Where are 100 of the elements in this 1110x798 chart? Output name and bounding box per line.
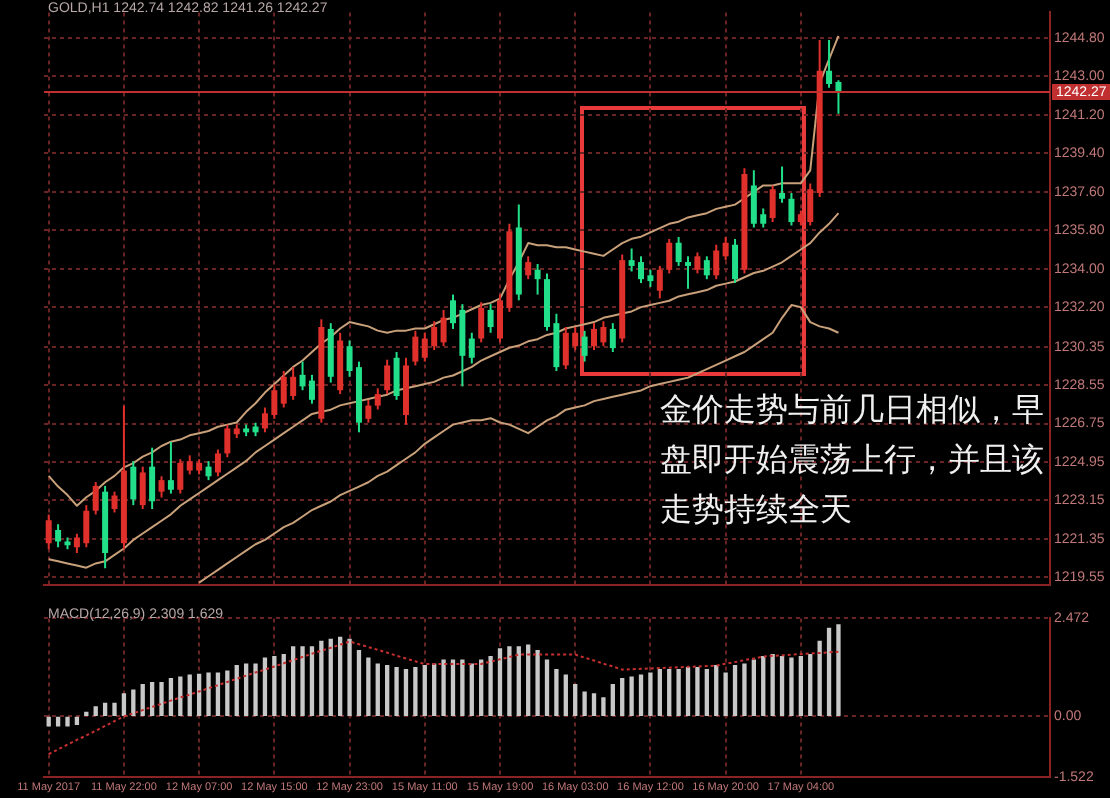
candlestick <box>440 308 447 348</box>
candlestick <box>92 481 99 516</box>
bar <box>328 638 333 717</box>
bar <box>338 636 343 717</box>
bar <box>347 638 352 717</box>
bar <box>554 668 559 717</box>
bar <box>638 674 644 717</box>
bar <box>46 716 51 727</box>
bar <box>102 702 108 717</box>
bar <box>243 663 249 717</box>
bar <box>685 667 691 717</box>
bar <box>535 649 540 717</box>
bar <box>723 672 728 717</box>
bar <box>770 653 775 717</box>
candlestick <box>205 460 212 482</box>
candlestick <box>393 351 400 401</box>
bar <box>657 668 662 717</box>
candlestick <box>703 255 710 281</box>
candlestick <box>732 238 739 285</box>
candlestick <box>685 255 692 290</box>
candlestick <box>487 303 494 334</box>
bar <box>808 653 813 717</box>
bar <box>836 624 841 717</box>
candlestick <box>826 38 833 89</box>
candlestick <box>167 440 174 495</box>
bar <box>582 691 587 717</box>
bar <box>826 627 832 717</box>
bar <box>112 702 117 717</box>
bar <box>714 665 719 717</box>
candlestick <box>177 458 184 495</box>
bar <box>798 655 804 717</box>
bar <box>206 672 211 717</box>
bar <box>272 655 277 717</box>
bar <box>601 697 606 717</box>
bar <box>695 667 700 717</box>
candlestick <box>769 184 776 223</box>
candlestick <box>224 423 231 459</box>
candlestick <box>591 322 598 352</box>
bar <box>469 663 474 717</box>
bar <box>55 716 61 727</box>
bar <box>93 706 98 717</box>
bar <box>516 646 521 717</box>
bar <box>667 668 672 717</box>
candlestick <box>478 301 485 344</box>
bar <box>366 657 371 717</box>
bar <box>497 648 503 717</box>
bar <box>356 649 362 717</box>
bar <box>394 667 399 717</box>
candlestick <box>158 475 165 499</box>
bar <box>789 657 794 717</box>
bar <box>761 655 766 717</box>
candlestick <box>130 460 137 507</box>
candlestick <box>468 331 475 365</box>
candlestick <box>581 329 588 363</box>
candlestick <box>722 236 729 262</box>
candlestick <box>656 264 663 300</box>
bar <box>610 684 615 717</box>
candlestick <box>779 165 786 204</box>
candlestick <box>374 387 381 411</box>
annotation: 金价走势与前几日相似，早盘即开始震荡上行，并且该走势持续全天 <box>660 388 1044 532</box>
bar <box>413 667 418 717</box>
bar <box>441 659 446 717</box>
bar <box>385 665 390 717</box>
bar <box>732 665 738 717</box>
bar <box>319 640 324 717</box>
bar <box>544 659 550 717</box>
bar <box>187 674 192 717</box>
bar <box>403 668 409 717</box>
candlestick <box>666 238 673 275</box>
bar <box>751 659 756 717</box>
bar <box>234 665 239 717</box>
bar <box>159 682 164 717</box>
bar <box>742 663 747 717</box>
candlestick <box>713 243 720 281</box>
bar <box>450 659 456 717</box>
candlestick <box>534 263 541 296</box>
bar <box>704 668 709 717</box>
bar <box>262 657 268 717</box>
bar <box>432 663 437 717</box>
candlestick <box>149 446 156 510</box>
bar <box>648 672 653 717</box>
bar <box>460 659 465 717</box>
candlestick <box>45 513 52 551</box>
candlestick <box>609 322 616 353</box>
bar <box>215 672 221 717</box>
bar <box>309 646 315 717</box>
bar <box>65 716 70 727</box>
bar <box>526 644 531 717</box>
line-series <box>47 640 840 756</box>
bar <box>488 655 493 717</box>
bar <box>281 653 286 717</box>
bar <box>300 646 305 717</box>
bar <box>591 693 597 717</box>
bar <box>479 659 484 717</box>
candlestick <box>694 251 701 275</box>
candlestick <box>525 255 532 281</box>
candlestick <box>214 448 221 478</box>
candlestick <box>788 192 795 227</box>
bar <box>573 684 578 717</box>
candlestick <box>412 329 419 367</box>
